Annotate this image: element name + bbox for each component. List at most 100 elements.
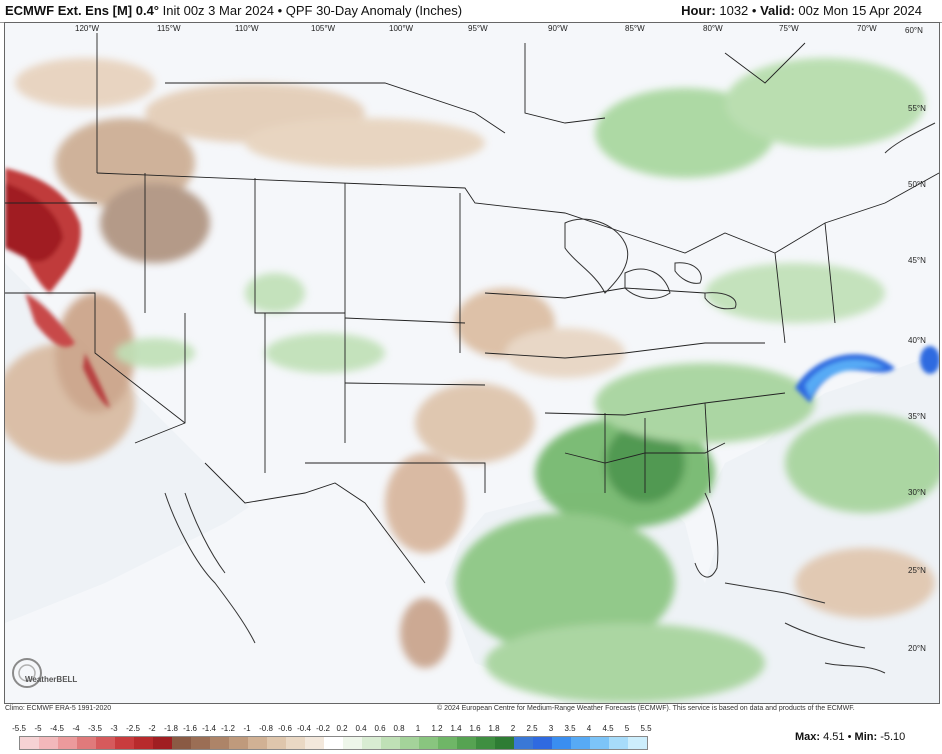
max-value: 4.51 [823, 731, 845, 743]
lon-label-75w: 75°W [779, 24, 799, 33]
map-svg: 120°W 115°W 110°W 105°W 100°W 95°W 90°W … [5, 23, 939, 703]
very-wet-atlantic [795, 346, 939, 403]
scale-swatch [191, 737, 210, 749]
lat-label-40n: 40°N [908, 336, 926, 345]
scale-swatch [457, 737, 476, 749]
scale-swatch [324, 737, 343, 749]
scale-swatch [400, 737, 419, 749]
scale-label: -1.4 [202, 724, 216, 733]
max-min-readout: Max: 4.51 • Min: -5.10 [795, 731, 906, 743]
scale-swatch [495, 737, 514, 749]
scale-label: -5 [34, 724, 42, 733]
lon-label-95w: 95°W [468, 24, 488, 33]
init-time: Init 00z 3 Mar 2024 [162, 3, 274, 18]
scale-label: -3 [110, 724, 118, 733]
lat-label-35n: 35°N [908, 412, 926, 421]
scale-swatch [96, 737, 115, 749]
scale-swatch [267, 737, 286, 749]
copyright-notice: © 2024 European Centre for Medium-Range … [437, 705, 855, 712]
map-header: ECMWF Ext. Ens [M] 0.4° Init 00z 3 Mar 2… [0, 0, 942, 23]
scale-label: 3.5 [564, 724, 576, 733]
scale-swatch [628, 737, 647, 749]
lon-label-85w: 85°W [625, 24, 645, 33]
header-valid: Hour: 1032 • Valid: 00z Mon 15 Apr 2024 [681, 3, 922, 18]
scale-swatch [381, 737, 400, 749]
min-label: Min: [854, 731, 878, 743]
valid-value: 00z Mon 15 Apr 2024 [798, 3, 922, 18]
lon-label-105w: 105°W [311, 24, 336, 33]
hour-label: Hour: [681, 3, 716, 18]
lat-label-20n: 20°N [908, 644, 926, 653]
lon-label-70w: 70°W [857, 24, 877, 33]
scale-label: 5 [624, 724, 630, 733]
scale-label: 2 [510, 724, 516, 733]
scale-label: 0.4 [355, 724, 367, 733]
scale-label: 0.8 [393, 724, 405, 733]
scale-swatch [77, 737, 96, 749]
lat-label-30n: 30°N [908, 488, 926, 497]
scale-swatch [229, 737, 248, 749]
scale-swatch [210, 737, 229, 749]
lon-label-80w: 80°W [703, 24, 723, 33]
scale-label: -2 [148, 724, 156, 733]
model-name: ECMWF Ext. Ens [M] [5, 3, 133, 18]
lat-label-55n: 55°N [908, 104, 926, 113]
scale-label: -0.6 [278, 724, 292, 733]
scale-label: -2.5 [126, 724, 140, 733]
coastlines [164, 122, 936, 674]
scale-label: 3 [548, 724, 554, 733]
scale-label: 1 [415, 724, 421, 733]
scale-label: -0.4 [297, 724, 311, 733]
scale-label: -4 [72, 724, 80, 733]
lon-label-115w: 115°W [157, 24, 181, 33]
lat-label-60n: 60°N [905, 26, 923, 35]
header-title: ECMWF Ext. Ens [M] 0.4° Init 00z 3 Mar 2… [5, 3, 463, 18]
scale-label: 1.2 [431, 724, 443, 733]
scale-labels: -5.5 -5 -4.5 -4 -3.5 -3 -2.5 -2 -1.8 -1.6 -1.4 -1.2… [12, 724, 679, 736]
scale-label: -1.6 [183, 724, 197, 733]
scale-label: 1.6 [469, 724, 481, 733]
precip-anomaly-map: 120°W 115°W 110°W 105°W 100°W 95°W 90°W … [4, 22, 940, 704]
product-name: QPF 30-Day Anomaly (Inches) [285, 3, 463, 18]
scale-swatch [153, 737, 172, 749]
scale-swatch [20, 737, 39, 749]
grid-labels: 120°W 115°W 110°W 105°W 100°W 95°W 90°W … [75, 24, 926, 653]
scale-label: 5.5 [640, 724, 652, 733]
scale-swatch [514, 737, 533, 749]
lat-label-45n: 45°N [908, 256, 926, 265]
scale-swatch [305, 737, 324, 749]
lon-label-100w: 100°W [389, 24, 414, 33]
scale-swatch [248, 737, 267, 749]
logo-text: WeatherBELL [25, 675, 77, 684]
wet-anomaly-areas [115, 58, 939, 703]
scale-label: -5.5 [12, 724, 26, 733]
scale-swatch [286, 737, 305, 749]
scale-label: -1.8 [164, 724, 178, 733]
lon-label-110w: 110°W [235, 24, 259, 33]
lat-label-25n: 25°N [908, 566, 926, 575]
land-mass [5, 23, 939, 703]
lon-label-120w: 120°W [75, 24, 100, 33]
scale-swatch [552, 737, 571, 749]
scale-swatch [172, 737, 191, 749]
max-label: Max: [795, 731, 821, 743]
scale-label: -1 [243, 724, 251, 733]
scale-swatch [343, 737, 362, 749]
scale-bar [19, 736, 648, 750]
scale-label: 4.5 [602, 724, 614, 733]
lat-label-50n: 50°N [908, 180, 926, 189]
scale-swatch [58, 737, 77, 749]
scale-swatch [362, 737, 381, 749]
scale-swatch [438, 737, 457, 749]
scale-label: -1.2 [221, 724, 235, 733]
scale-label: 2.5 [526, 724, 538, 733]
scale-label: 1.8 [488, 724, 500, 733]
scale-label: 4 [586, 724, 592, 733]
min-value: -5.10 [880, 731, 906, 743]
weatherbell-logo: WeatherBELL [12, 658, 77, 688]
scale-label: 1.4 [450, 724, 462, 733]
scale-label: -3.5 [88, 724, 102, 733]
scale-label: -0.8 [259, 724, 273, 733]
scale-swatch [590, 737, 609, 749]
climo-credit: Climo: ECMWF ERA-5 1991-2020 [5, 705, 112, 712]
